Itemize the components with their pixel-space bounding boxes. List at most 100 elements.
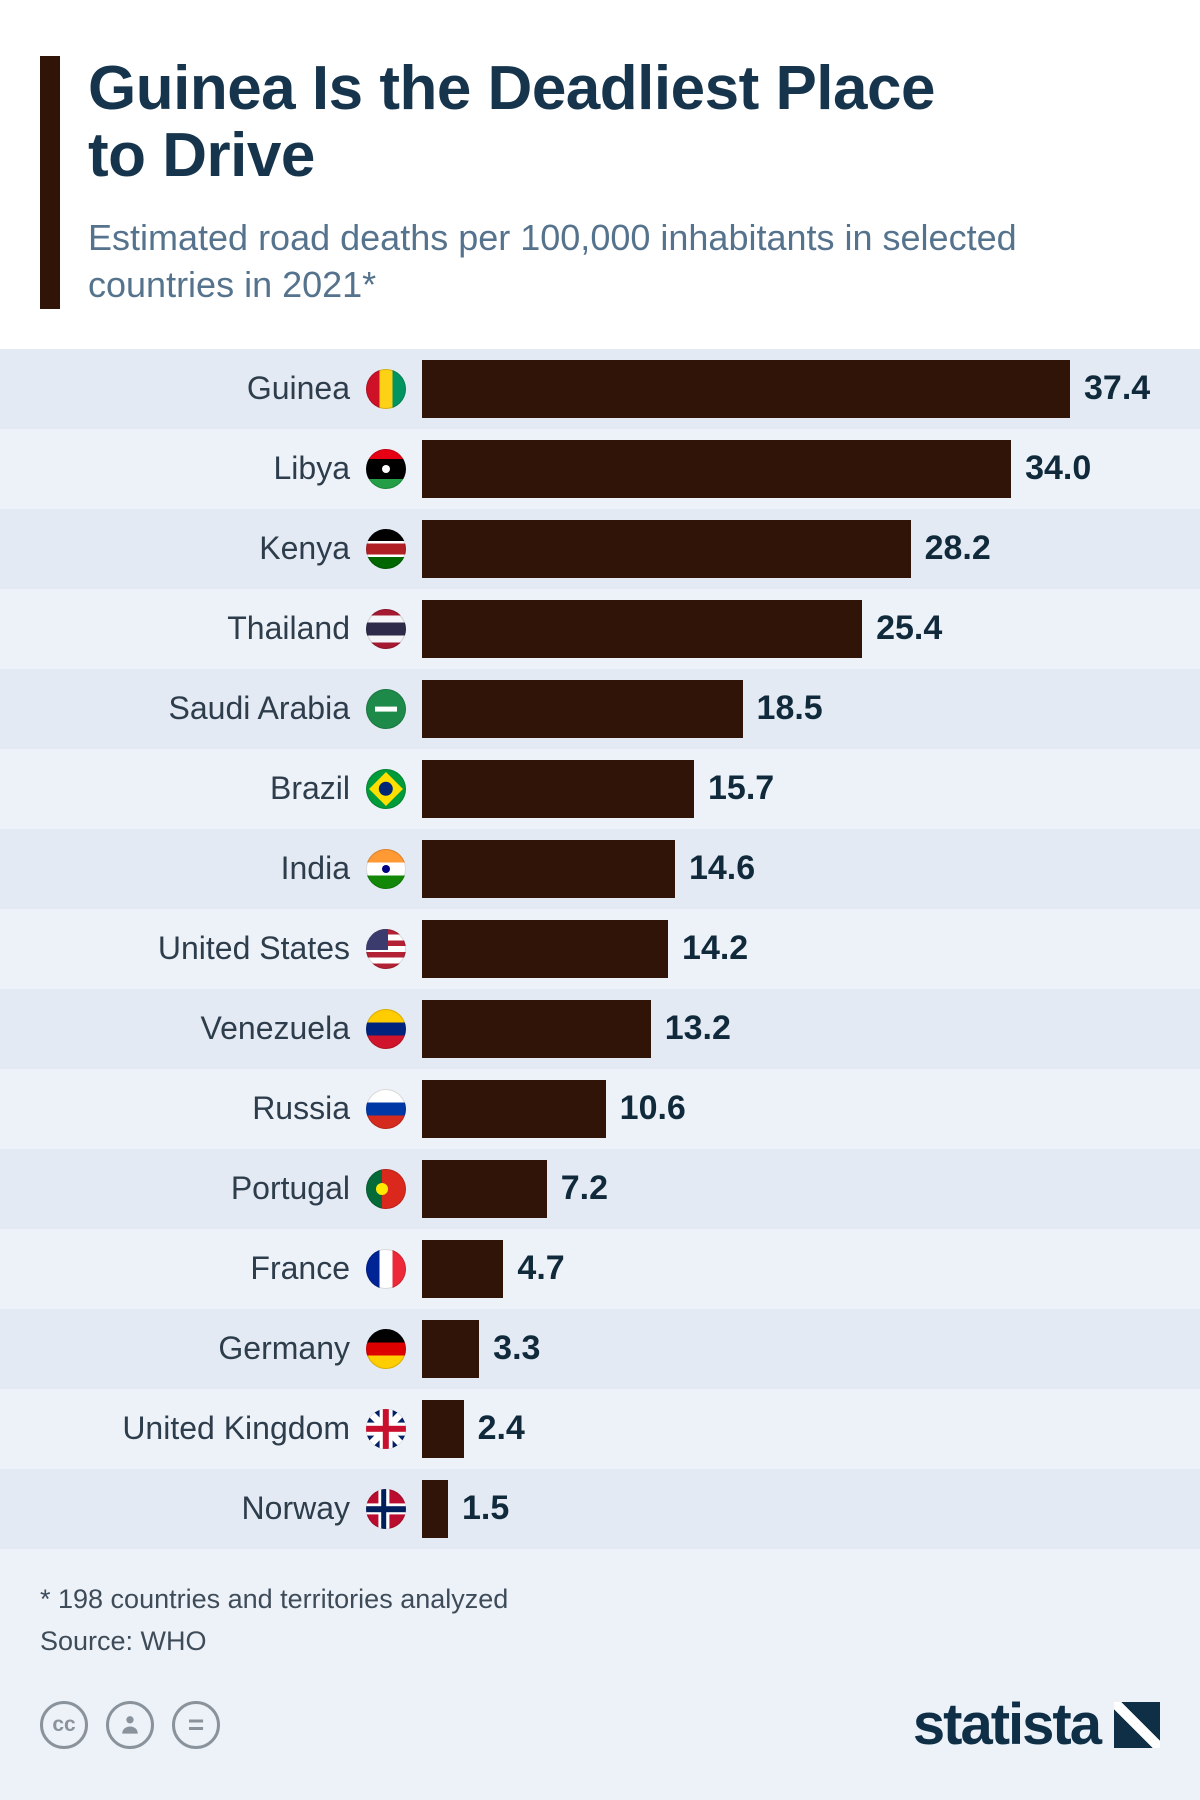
value-bar [422,359,1070,418]
value-bar [422,1159,547,1218]
bar-area: 18.5 [422,679,1200,738]
bar-area: 2.4 [422,1399,1200,1458]
country-label: Venezuela [200,1010,350,1047]
footnote: * 198 countries and territories analyzed [40,1583,509,1614]
country-label: Germany [218,1330,350,1367]
statista-logo[interactable]: statista [913,1691,1160,1758]
value-bar [422,599,863,658]
bar-area: 4.7 [422,1239,1200,1298]
value-label: 2.4 [477,1409,525,1448]
portugal-flag-icon [366,1168,406,1209]
row-france: France 4.7 [0,1228,1200,1309]
kenya-flag-icon [366,528,406,569]
value-bar [422,1479,448,1538]
value-label: 1.5 [461,1489,510,1528]
value-bar [422,519,911,578]
row-russia: Russia 10.6 [0,1068,1200,1149]
bar-area: 37.4 [422,359,1200,418]
country-label: Portugal [230,1170,350,1207]
value-bar [422,1079,606,1138]
germany-flag-icon [366,1328,406,1369]
value-label: 34.0 [1025,449,1092,488]
united-states-flag-icon [366,928,406,969]
value-bar [422,919,669,978]
value-label: 10.6 [619,1089,686,1128]
value-label: 14.6 [688,849,756,888]
value-bar [422,1319,480,1378]
chart-title: Guinea Is the Deadliest Place to Drive [88,54,935,190]
country-label: Brazil [269,770,350,807]
value-label: 13.2 [664,1009,731,1048]
country-label: Thailand [227,610,350,647]
row-germany: Germany 3.3 [0,1308,1200,1389]
row-united-states: United States 14.2 [0,908,1200,989]
attribution-person-icon[interactable] [106,1700,154,1749]
bar-area: 3.3 [422,1319,1200,1378]
india-flag-icon [366,848,406,889]
country-label: United Kingdom [122,1410,350,1447]
row-saudi-arabia: Saudi Arabia 18.5 [0,668,1200,749]
bar-chart: Guinea 37.4 Libya 34.0 Kenya 28.2 Thaila… [0,348,1200,1549]
license-icons: cc = [40,1700,220,1749]
row-kenya: Kenya 28.2 [0,508,1200,589]
footer-notes: * 198 countries and territories analyzed… [40,1579,1160,1663]
value-label: 14.2 [682,929,749,968]
bar-area: 15.7 [422,759,1200,818]
statista-logo-mark-icon [1114,1701,1160,1748]
header: Guinea Is the Deadliest Place to Drive E… [0,0,1200,349]
united-kingdom-flag-icon [366,1408,406,1449]
country-label: Libya [273,450,351,487]
row-thailand: Thailand 25.4 [0,588,1200,669]
country-label: Kenya [259,530,350,567]
country-label: Guinea [246,370,350,407]
value-label: 25.4 [876,609,943,648]
guinea-flag-icon [366,368,406,409]
value-bar [422,679,743,738]
footer: * 198 countries and territories analyzed… [0,1549,1200,1800]
russia-flag-icon [366,1088,406,1129]
france-flag-icon [366,1248,406,1289]
value-bar [422,439,1012,498]
statista-wordmark: statista [912,1692,1102,1757]
norway-flag-icon [366,1488,406,1529]
row-libya: Libya 34.0 [0,428,1200,509]
venezuela-flag-icon [366,1008,406,1049]
row-india: India 14.6 [0,828,1200,909]
row-united-kingdom: United Kingdom 2.4 [0,1388,1200,1469]
value-label: 3.3 [493,1329,541,1368]
value-bar [422,1399,464,1458]
value-bar [422,759,695,818]
libya-flag-icon [366,448,406,489]
bar-area: 14.6 [422,839,1200,898]
no-derivatives-icon[interactable]: = [172,1700,220,1749]
bar-area: 28.2 [422,519,1200,578]
country-label: United States [157,930,350,967]
value-label: 4.7 [517,1249,565,1288]
row-venezuela: Venezuela 13.2 [0,988,1200,1069]
value-label: 37.4 [1084,369,1151,408]
country-label: Saudi Arabia [168,690,350,727]
chart-subtitle: Estimated road deaths per 100,000 inhabi… [88,216,1017,306]
row-portugal: Portugal 7.2 [0,1148,1200,1229]
value-label: 7.2 [560,1169,608,1208]
bar-area: 10.6 [422,1079,1200,1138]
source: Source: WHO [40,1625,207,1656]
row-brazil: Brazil 15.7 [0,748,1200,829]
bar-area: 13.2 [422,999,1200,1058]
value-bar [422,999,651,1058]
value-bar [422,1239,504,1298]
value-label: 18.5 [756,689,823,728]
brazil-flag-icon [366,768,406,809]
saudi-arabia-flag-icon [366,688,406,729]
cc-icon[interactable]: cc [40,1700,88,1749]
bar-area: 1.5 [422,1479,1200,1538]
bar-area: 34.0 [422,439,1200,498]
bar-area: 25.4 [422,599,1200,658]
country-label: Russia [252,1090,350,1127]
row-guinea: Guinea 37.4 [0,348,1200,429]
value-bar [422,839,675,898]
value-label: 28.2 [924,529,991,568]
country-label: Norway [241,1490,350,1527]
bar-area: 7.2 [422,1159,1200,1218]
value-label: 15.7 [708,769,775,808]
